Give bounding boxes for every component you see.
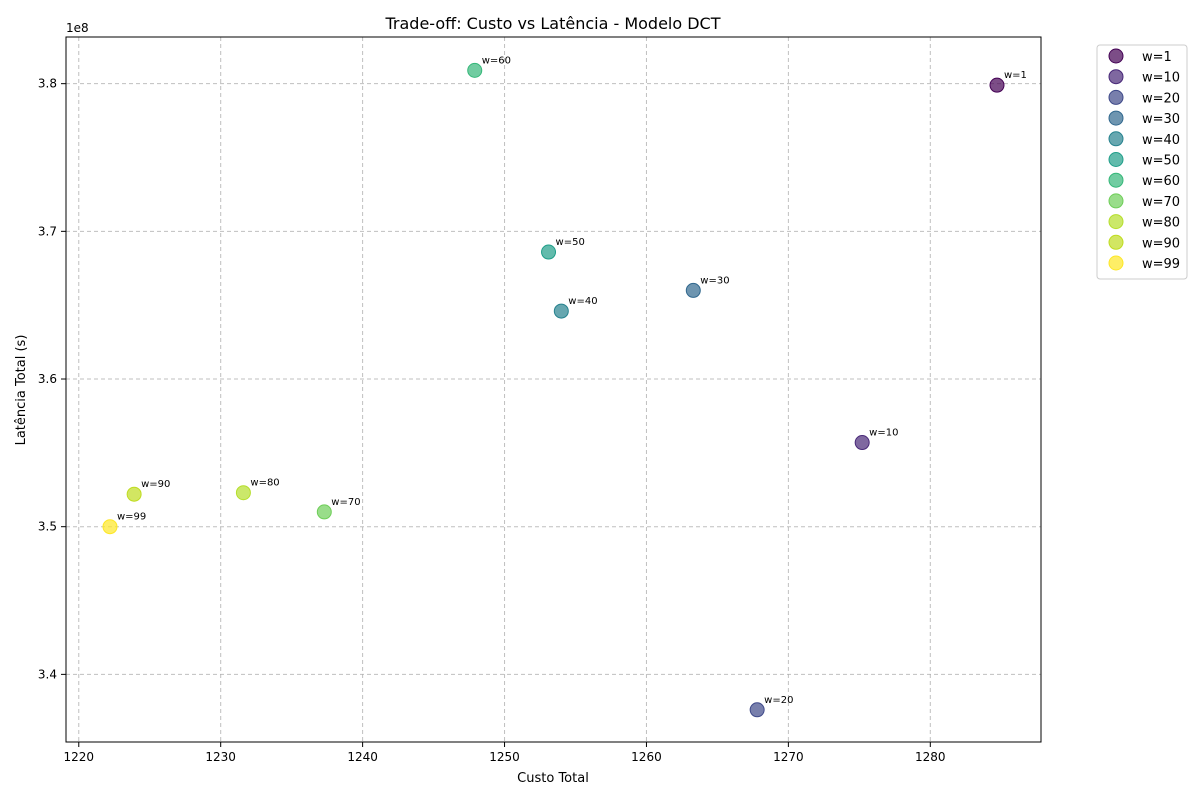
legend-marker xyxy=(1108,110,1124,126)
point-labels: w=1 w=10 w=20 w=30 w=40 w=50 w=60 w=70 w=80 w=90 w… xyxy=(117,55,1027,705)
point-label: w=40 xyxy=(568,296,597,307)
data-point xyxy=(989,77,1005,93)
point-label: w=30 xyxy=(700,275,729,286)
data-point xyxy=(102,519,118,535)
data-point xyxy=(685,282,701,298)
y-tick-label: 3.8 xyxy=(38,77,57,91)
data-point xyxy=(235,485,251,501)
x-tick-label: 1230 xyxy=(205,750,236,764)
legend-entry: w=1 xyxy=(1142,50,1172,65)
data-point xyxy=(854,435,870,451)
legend-marker xyxy=(1108,193,1124,209)
point-label: w=99 xyxy=(117,512,146,523)
legend-entry: w=90 xyxy=(1142,236,1180,251)
y-tick-label: 3.5 xyxy=(38,520,57,534)
y-tick-label: 3.4 xyxy=(38,667,57,681)
legend-entry: w=70 xyxy=(1142,195,1180,210)
x-tick-label: 1270 xyxy=(773,750,804,764)
chart-title: Trade-off: Custo vs Latência - Modelo DC… xyxy=(385,14,721,33)
y-tick-label: 3.6 xyxy=(38,372,57,386)
point-label: w=70 xyxy=(331,497,360,508)
data-point xyxy=(541,244,557,260)
point-label: w=80 xyxy=(250,478,279,489)
plot-area-frame xyxy=(65,36,1042,743)
legend-entry: w=30 xyxy=(1142,112,1180,127)
legend-entry: w=60 xyxy=(1142,174,1180,189)
legend-marker xyxy=(1108,172,1124,188)
x-tick-label: 1220 xyxy=(63,750,94,764)
legend-marker xyxy=(1108,214,1124,230)
legend-entry: w=10 xyxy=(1142,71,1180,86)
point-label: w=60 xyxy=(482,55,511,66)
data-point xyxy=(553,303,569,319)
y-tick-label: 3.7 xyxy=(38,224,57,238)
legend-marker xyxy=(1108,69,1124,85)
legend-entry: w=80 xyxy=(1142,216,1180,231)
point-label: w=1 xyxy=(1004,70,1027,81)
x-axis-label: Custo Total xyxy=(517,771,589,786)
x-tick-label: 1240 xyxy=(347,750,378,764)
legend-marker xyxy=(1108,48,1124,64)
legend-entry: w=40 xyxy=(1142,133,1180,148)
point-label: w=50 xyxy=(556,237,585,248)
y-axis-label: Latência Total (s) xyxy=(14,335,29,446)
grid xyxy=(66,37,1041,742)
y-axis-offset-label: 1e8 xyxy=(66,21,89,35)
legend-entry: w=99 xyxy=(1142,257,1180,272)
point-label: w=20 xyxy=(764,695,793,706)
legend-marker xyxy=(1108,234,1124,250)
legend-marker xyxy=(1108,89,1124,105)
legend-marker xyxy=(1108,131,1124,147)
data-point xyxy=(749,702,765,718)
point-label: w=10 xyxy=(869,428,898,439)
legend: w=1 w=10 w=20 w=30 w=40 w=50 w=60 w=70 w=80 w=90 w… xyxy=(1096,44,1188,280)
x-tick-label: 1260 xyxy=(631,750,662,764)
legend-entry: w=20 xyxy=(1142,91,1180,106)
x-tick-label: 1280 xyxy=(915,750,946,764)
legend-marker xyxy=(1108,255,1124,271)
legend-entry: w=50 xyxy=(1142,154,1180,169)
legend-marker xyxy=(1108,152,1124,167)
data-points xyxy=(102,62,1005,718)
data-point xyxy=(467,62,483,78)
x-tick-label: 1250 xyxy=(489,750,520,764)
data-point xyxy=(126,486,142,502)
point-label: w=90 xyxy=(141,479,170,490)
axis-ticks: 1220 1230 1240 1250 1260 1270 1280 3.4 3.5 3.6 3.7… xyxy=(38,77,946,764)
data-point xyxy=(316,504,332,520)
